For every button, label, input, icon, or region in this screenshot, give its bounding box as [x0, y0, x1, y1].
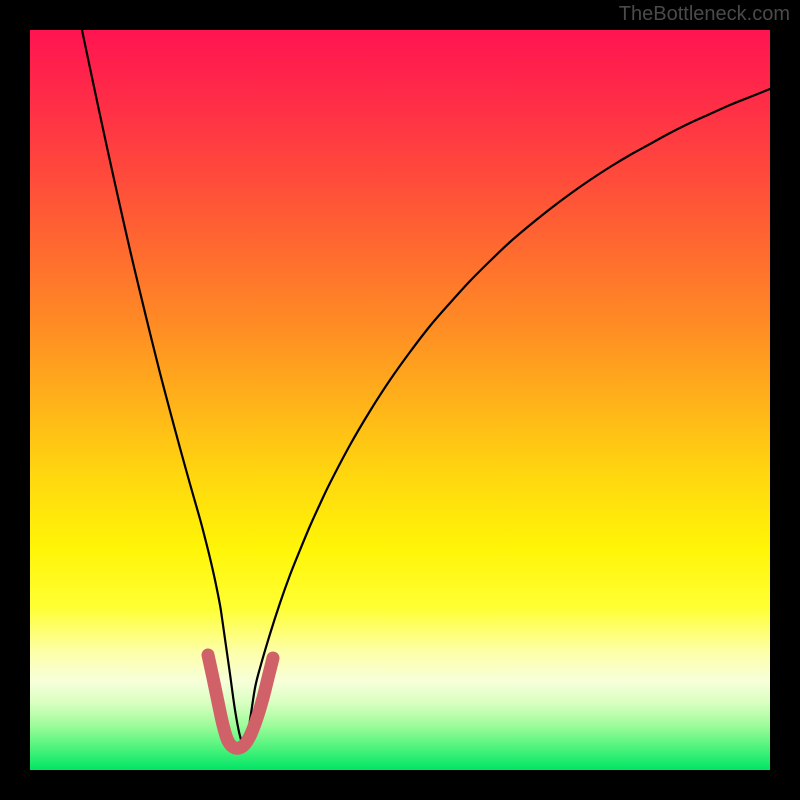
bottleneck-curve: [82, 30, 770, 748]
watermark-text: TheBottleneck.com: [619, 3, 790, 26]
chart-plot-area: [30, 30, 770, 770]
chart-curve-layer: [30, 30, 770, 770]
